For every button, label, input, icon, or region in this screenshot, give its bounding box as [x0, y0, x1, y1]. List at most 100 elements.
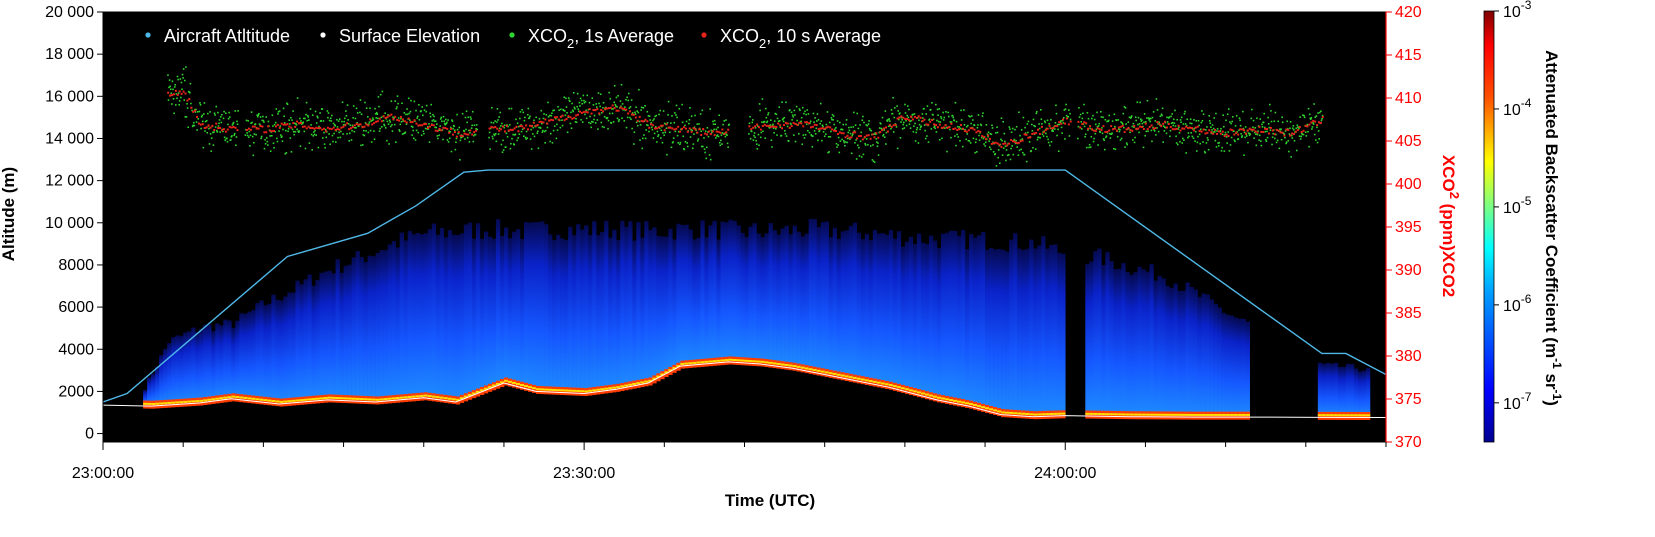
xco2-1s-point	[672, 141, 674, 143]
xco2-1s-point	[1096, 125, 1099, 128]
xco2-1s-point	[1179, 140, 1181, 143]
xco2-10s-point	[802, 125, 805, 128]
xco2-1s-point	[1258, 139, 1260, 141]
xco2-1s-point	[760, 131, 763, 134]
backscatter-column	[395, 247, 400, 401]
xco2-10s-point	[1248, 127, 1251, 130]
xco2-1s-point	[381, 90, 384, 93]
xco2-1s-point	[287, 130, 289, 133]
xco2-1s-point	[370, 141, 373, 143]
xco2-1s-point	[968, 140, 971, 142]
xco2-1s-point	[304, 117, 306, 120]
ground-return-peak	[552, 388, 557, 391]
xco2-1s-point	[1087, 129, 1089, 131]
xco2-1s-point	[497, 133, 500, 135]
xco2-10s-point	[513, 127, 516, 130]
left-tick-label: 4000	[58, 341, 94, 358]
xco2-1s-point	[1312, 123, 1315, 125]
xco2-1s-point	[1264, 130, 1267, 133]
xco2-1s-point	[555, 137, 558, 140]
xco2-1s-point	[956, 125, 959, 128]
backscatter-column	[339, 272, 344, 401]
ground-return-peak	[203, 399, 208, 402]
xco2-1s-point	[865, 138, 868, 140]
xco2-1s-point	[219, 131, 221, 133]
ground-return-peak	[495, 382, 501, 385]
ground-return-peak	[961, 401, 966, 404]
ground-return-peak	[588, 389, 593, 392]
xco2-10s-point	[819, 127, 822, 130]
xco2-1s-point	[720, 134, 723, 136]
backscatter-column	[1157, 275, 1162, 417]
xco2-10s-point	[249, 128, 252, 131]
xco2-1s-point	[393, 123, 396, 126]
backscatter-column	[965, 249, 970, 406]
xco2-1s-point	[720, 139, 722, 142]
xco2-1s-point	[582, 94, 585, 97]
xco2-1s-point	[1184, 110, 1186, 113]
backscatter-column	[203, 324, 208, 403]
xco2-1s-point	[1169, 135, 1171, 138]
xco2-1s-point	[432, 119, 435, 121]
xco2-1s-point	[1057, 150, 1060, 152]
xco2-1s-point	[857, 144, 859, 147]
xco2-1s-point	[904, 103, 906, 106]
xco2-1s-point	[803, 112, 805, 115]
xco2-1s-point	[1224, 131, 1227, 134]
xco2-1s-point	[894, 107, 896, 109]
xco2-10s-point	[1244, 132, 1247, 135]
xco2-1s-point	[259, 116, 262, 118]
xco2-1s-point	[1275, 133, 1277, 136]
backscatter-column	[191, 327, 196, 404]
xco2-1s-point	[1300, 135, 1303, 138]
xco2-1s-point	[1293, 139, 1296, 142]
xco2-1s-point	[1207, 139, 1209, 141]
xco2-1s-point	[308, 119, 310, 121]
left-tick-label: 8000	[58, 257, 94, 274]
xco2-10s-point	[213, 129, 216, 132]
xco2-1s-point	[810, 134, 813, 137]
xco2-10s-point	[906, 117, 909, 120]
ground-return-peak	[395, 397, 400, 400]
xco2-1s-point	[223, 136, 226, 139]
xco2-1s-point	[526, 137, 528, 139]
xco2-1s-point	[1212, 131, 1214, 133]
xco2-10s-point	[1223, 135, 1226, 138]
xco2-1s-point	[354, 117, 357, 120]
xco2-1s-point	[643, 120, 646, 122]
xco2-1s-point	[361, 144, 364, 146]
xco2-10s-point	[588, 108, 591, 111]
xco2-1s-point	[1146, 117, 1148, 119]
backscatter-column	[355, 251, 360, 402]
xco2-1s-point	[416, 117, 418, 119]
xco2-1s-point	[292, 130, 295, 133]
xco2-10s-point	[1031, 132, 1034, 135]
backscatter-column	[523, 222, 529, 389]
xco2-1s-point	[994, 152, 997, 155]
ground-return-peak	[700, 361, 705, 364]
xco2-1s-point	[189, 82, 192, 85]
xco2-1s-point	[334, 124, 337, 127]
ground-return-peak	[255, 398, 260, 401]
ground-return-peak	[1209, 413, 1214, 416]
xco2-10s-point	[1098, 128, 1101, 131]
xco2-10s-point	[582, 111, 585, 114]
ground-return-peak	[1317, 414, 1323, 417]
xco2-1s-point	[547, 101, 549, 104]
backscatter-column	[1189, 286, 1194, 418]
xco2-1s-point	[181, 73, 184, 76]
xco2-1s-point	[305, 113, 307, 116]
xco2-10s-point	[403, 120, 406, 123]
xco2-1s-point	[1034, 125, 1036, 128]
xco2-1s-point	[1251, 130, 1254, 132]
ground-return-peak	[696, 361, 701, 364]
backscatter-column	[1325, 362, 1331, 418]
backscatter-column	[768, 223, 773, 366]
xco2-1s-point	[1209, 122, 1212, 124]
xco2-1s-point	[1132, 139, 1134, 141]
backscatter-column	[596, 235, 601, 392]
xco2-1s-point	[575, 121, 578, 124]
xco2-1s-point	[886, 120, 889, 122]
ground-return-peak	[744, 359, 749, 362]
right-tick-label: 370	[1395, 434, 1422, 451]
